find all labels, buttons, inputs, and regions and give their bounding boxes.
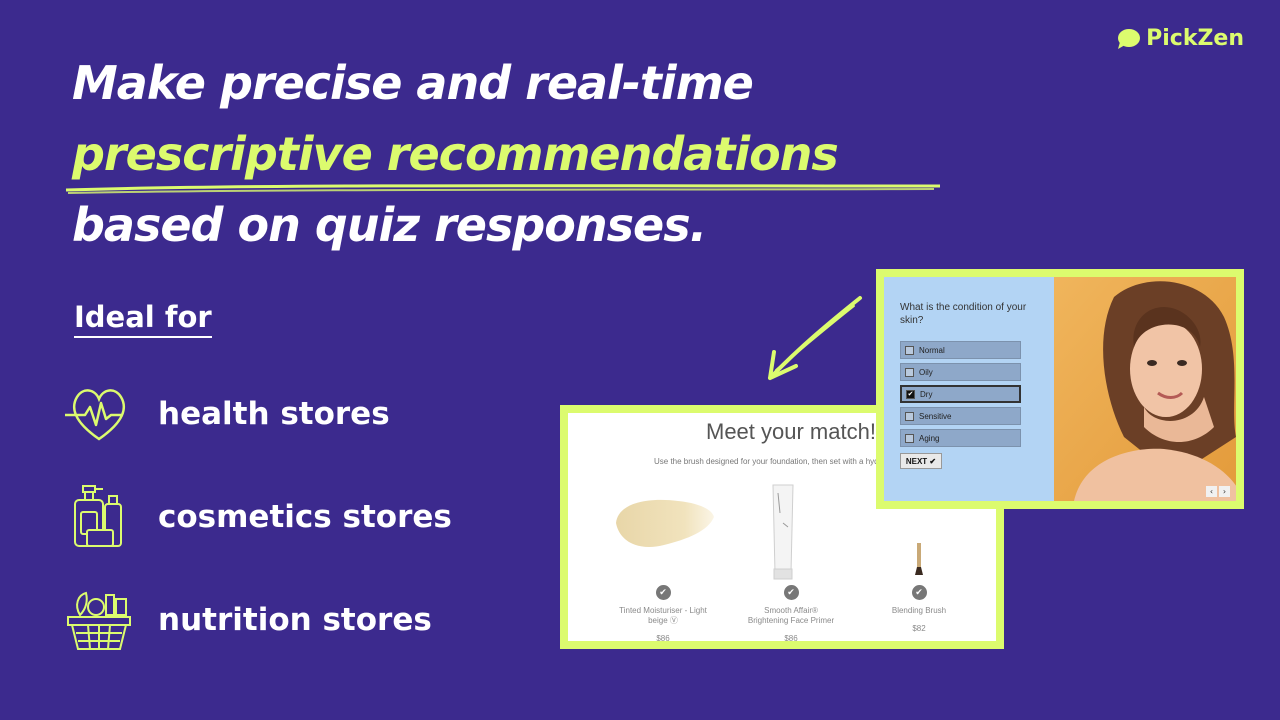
headline-line-2: prescriptive recommendations bbox=[72, 127, 839, 181]
pointer-arrow-icon bbox=[768, 296, 862, 380]
check-icon: ✔ bbox=[911, 585, 927, 600]
speech-bubble-icon bbox=[1118, 28, 1141, 49]
cosmetics-bottles-icon bbox=[62, 485, 136, 549]
product-name-line1: Blending Brush bbox=[891, 606, 947, 615]
brand-name: PickZen bbox=[1146, 26, 1244, 51]
quiz-option-normal[interactable]: Normal bbox=[900, 341, 1021, 359]
store-item-cosmetics: cosmetics stores bbox=[62, 485, 452, 549]
next-button[interactable]: NEXT ✔ bbox=[900, 453, 942, 469]
option-label: Normal bbox=[919, 345, 945, 355]
checkbox[interactable] bbox=[905, 411, 914, 421]
check-icon: ✔ bbox=[783, 585, 799, 600]
product-card[interactable]: ✔ Blending Brush $82 bbox=[864, 483, 974, 633]
check-icon: ✔ bbox=[655, 585, 671, 600]
product-price: $86 bbox=[656, 634, 670, 641]
model-photo: ‹ › bbox=[1054, 277, 1236, 501]
quiz-option-oily[interactable]: Oily bbox=[900, 363, 1021, 381]
store-label: nutrition stores bbox=[158, 602, 432, 638]
option-label: Oily bbox=[919, 367, 933, 377]
headline-line-3: based on quiz responses. bbox=[72, 198, 707, 252]
store-label: cosmetics stores bbox=[158, 499, 452, 535]
product-price: $86 bbox=[784, 634, 798, 641]
heart-pulse-icon bbox=[62, 382, 136, 446]
quiz-panel: What is the condition of your skin? Norm… bbox=[884, 277, 1054, 501]
next-arrow-icon[interactable]: › bbox=[1219, 486, 1230, 497]
ideal-for-heading: Ideal for bbox=[74, 300, 212, 338]
checkbox[interactable] bbox=[905, 367, 914, 377]
headline: Make precise and real-time prescriptive … bbox=[65, 48, 941, 261]
quiz-screenshot-card: What is the condition of your skin? Norm… bbox=[876, 269, 1244, 509]
product-card[interactable]: ✔ Smooth Affair® Brightening Face Primer… bbox=[736, 483, 846, 641]
checkbox-checked[interactable]: ✔ bbox=[906, 389, 915, 399]
quiz-option-sensitive[interactable]: Sensitive bbox=[900, 407, 1021, 425]
product-name-line1: Smooth Affair® bbox=[764, 606, 818, 615]
prev-arrow-icon[interactable]: ‹ bbox=[1206, 486, 1217, 497]
option-label: Sensitive bbox=[919, 411, 952, 421]
store-item-health: health stores bbox=[62, 382, 390, 446]
quiz-question: What is the condition of your skin? bbox=[900, 302, 1027, 326]
moisturiser-swatch-image bbox=[608, 483, 718, 581]
blending-brush-image bbox=[864, 483, 974, 581]
product-name-line2: Brightening Face Primer bbox=[747, 616, 835, 625]
product-name-line2: beige Ⓥ bbox=[648, 616, 678, 625]
option-label: Aging bbox=[919, 433, 940, 443]
grocery-basket-icon bbox=[62, 588, 136, 652]
store-label: health stores bbox=[158, 396, 390, 432]
match-screenshot-card: Meet your match! Use the brush designed … bbox=[560, 405, 1004, 649]
quiz-option-aging[interactable]: Aging bbox=[900, 429, 1021, 447]
store-item-nutrition: nutrition stores bbox=[62, 588, 432, 652]
woman-portrait-image bbox=[1054, 277, 1236, 501]
primer-tube-image bbox=[736, 483, 846, 581]
headline-line-1: Make precise and real-time bbox=[72, 56, 754, 110]
headline-accent: prescriptive recommendations bbox=[65, 119, 941, 194]
option-label: Dry bbox=[920, 389, 933, 399]
product-name-line1: Tinted Moisturiser - Light bbox=[619, 606, 707, 615]
checkbox[interactable] bbox=[905, 433, 914, 443]
carousel-pager: ‹ › bbox=[1206, 486, 1230, 497]
quiz-option-dry[interactable]: ✔ Dry bbox=[900, 385, 1021, 403]
checkbox[interactable] bbox=[905, 345, 914, 355]
match-subtitle: Use the brush designed for your foundati… bbox=[654, 457, 886, 466]
match-title: Meet your match! bbox=[706, 419, 876, 444]
pickzen-logo: PickZen bbox=[1116, 26, 1244, 51]
product-card[interactable]: ✔ Tinted Moisturiser - Light beige Ⓥ $86 bbox=[608, 483, 718, 641]
squiggle-underline bbox=[65, 184, 941, 194]
product-price: $82 bbox=[912, 624, 926, 633]
